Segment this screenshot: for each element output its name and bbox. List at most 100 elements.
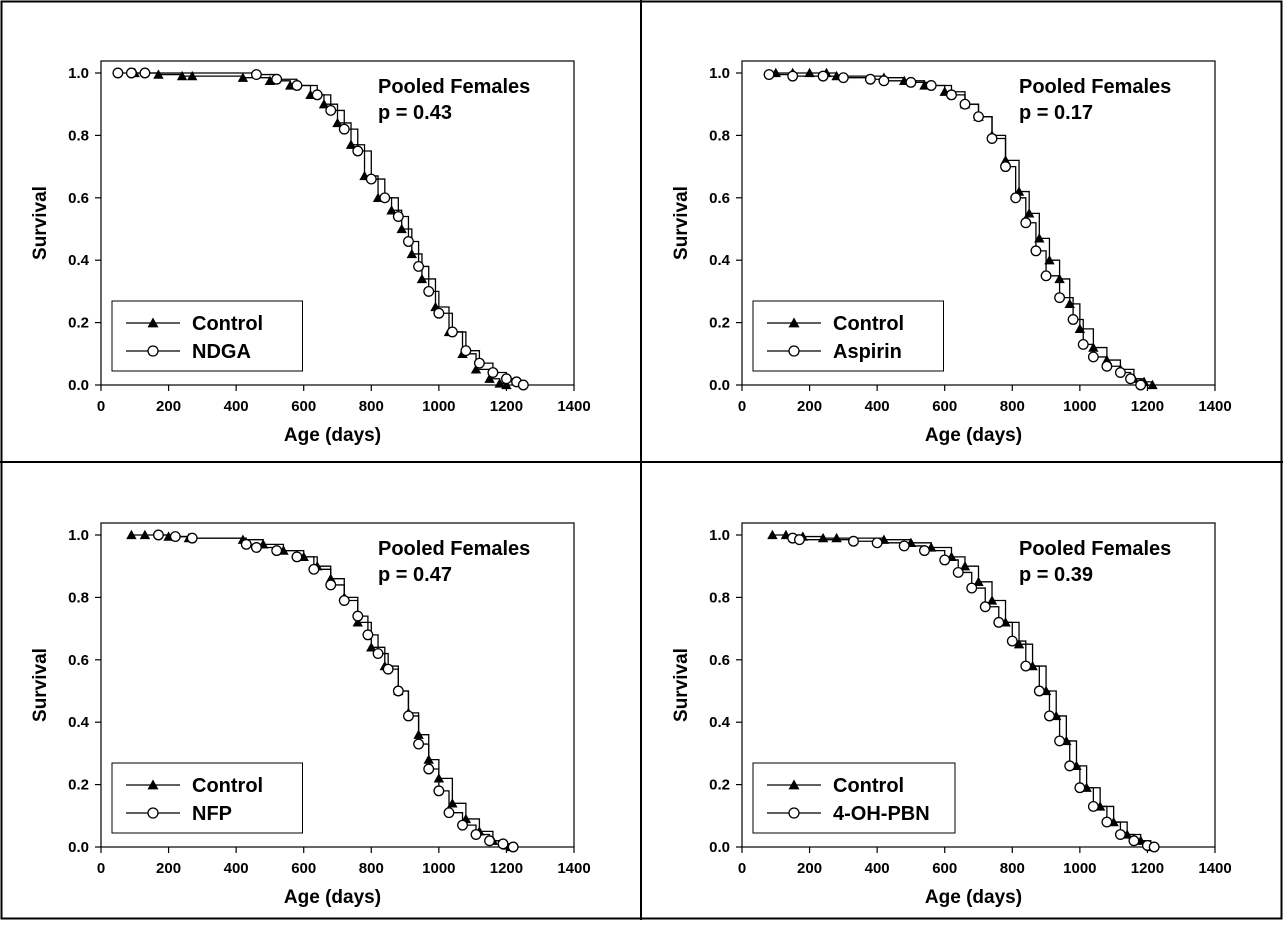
data-point <box>787 70 799 82</box>
data-point <box>993 616 1005 628</box>
data-point <box>767 529 778 540</box>
data-point <box>460 345 472 357</box>
x-tick-label: 400 <box>865 398 890 415</box>
data-point <box>905 76 917 88</box>
data-point <box>898 540 910 552</box>
data-point <box>804 67 815 78</box>
legend-box <box>752 300 944 372</box>
data-point <box>959 98 971 110</box>
data-point <box>871 537 883 549</box>
data-point <box>250 542 262 553</box>
x-tick-label: 1000 <box>422 860 455 877</box>
data-point <box>237 72 249 82</box>
data-point <box>325 104 337 116</box>
data-point <box>443 807 455 819</box>
y-tick-label: 0.6 <box>68 190 89 207</box>
data-point <box>501 379 512 390</box>
data-point <box>413 738 425 750</box>
data-point <box>952 566 964 578</box>
x-axis-title: Age (days) <box>284 425 381 446</box>
data-point <box>1040 270 1052 282</box>
data-point <box>925 80 937 91</box>
legend-box <box>111 762 303 834</box>
legend-marker-triangle <box>788 779 800 790</box>
legend-marker-triangle <box>788 317 800 328</box>
data-point <box>1023 208 1035 218</box>
x-tick-label: 200 <box>797 860 822 877</box>
y-tick-label: 0.8 <box>709 127 730 144</box>
annotation-p-value: p = 0.17 <box>1019 102 1093 124</box>
data-point <box>186 532 198 544</box>
data-point <box>1054 292 1066 304</box>
data-point <box>1020 217 1032 229</box>
data-point <box>1013 639 1025 649</box>
data-point <box>169 531 181 543</box>
y-tick-label: 0.0 <box>709 377 730 394</box>
data-point <box>403 236 414 247</box>
x-tick-label: 600 <box>291 398 316 415</box>
legend-label: Control <box>833 313 904 335</box>
data-point <box>470 364 482 374</box>
y-tick-label: 0.2 <box>709 315 730 332</box>
data-point <box>973 111 984 123</box>
series-4-oh-pbn <box>787 532 1160 853</box>
data-point <box>152 529 164 541</box>
data-point <box>793 534 805 546</box>
annotation-title: Pooled Females <box>378 76 530 98</box>
legend-label: Control <box>192 313 263 335</box>
x-tick-label: 600 <box>291 860 316 877</box>
data-point <box>1020 660 1032 672</box>
data-point <box>446 326 458 338</box>
data-point <box>139 67 151 79</box>
data-point <box>1010 192 1022 204</box>
data-point <box>352 610 364 622</box>
y-tick-label: 0.2 <box>68 777 89 794</box>
data-point <box>338 595 350 606</box>
data-point <box>311 89 323 101</box>
data-point <box>362 629 374 641</box>
annotation-p-value: p = 0.47 <box>378 564 452 586</box>
data-point <box>979 601 991 613</box>
data-point <box>1074 323 1086 333</box>
data-point <box>396 223 407 234</box>
x-tick-label: 1200 <box>1131 860 1164 877</box>
data-point <box>497 838 509 850</box>
data-point <box>457 819 468 831</box>
legend-label: NDGA <box>192 341 251 363</box>
x-tick-label: 400 <box>865 860 890 877</box>
x-tick-label: 1400 <box>1198 398 1231 415</box>
x-tick-label: 200 <box>156 860 181 877</box>
data-point <box>338 123 350 135</box>
data-point <box>487 367 499 378</box>
y-tick-label: 1.0 <box>68 65 89 82</box>
x-tick-label: 1000 <box>422 398 455 415</box>
y-tick-label: 1.0 <box>709 527 730 544</box>
data-point <box>878 75 890 87</box>
data-point <box>1044 255 1055 265</box>
legend-marker-circle <box>147 807 159 819</box>
data-point <box>1064 760 1076 772</box>
data-point <box>406 248 418 259</box>
data-point <box>973 576 984 586</box>
x-tick-label: 0 <box>97 860 105 877</box>
annotation-title: Pooled Females <box>1019 538 1171 560</box>
chart-panel-4: 0 200 400 600 800 1000 1200 1400 0.0 0.2 0.4 0.6 0.8… <box>671 522 1232 908</box>
annotation-p-value: p = 0.43 <box>378 102 452 124</box>
y-tick-label: 0.0 <box>68 839 89 856</box>
data-point <box>416 273 428 284</box>
legend-box <box>111 300 303 372</box>
legend-label: Control <box>192 775 263 797</box>
legend-marker-circle <box>788 345 800 357</box>
y-tick-label: 0.2 <box>709 777 730 794</box>
data-point <box>1054 735 1066 747</box>
data-point <box>864 73 876 85</box>
plot-frame <box>100 60 575 386</box>
annotation-title: Pooled Females <box>378 538 530 560</box>
data-point <box>291 80 303 91</box>
legend-label: Control <box>833 775 904 797</box>
data-point <box>494 378 505 388</box>
data-point <box>500 373 512 385</box>
plot-frame <box>741 60 1216 386</box>
y-tick-label: 0.4 <box>68 252 90 269</box>
